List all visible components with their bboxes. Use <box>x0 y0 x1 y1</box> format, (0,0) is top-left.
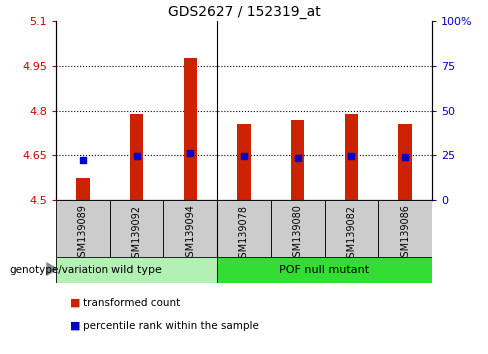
Bar <box>398 124 412 200</box>
Bar <box>325 200 378 257</box>
Text: GSM139078: GSM139078 <box>239 205 249 263</box>
Bar <box>291 120 305 200</box>
Polygon shape <box>46 262 59 276</box>
Bar <box>56 200 110 257</box>
Text: percentile rank within the sample: percentile rank within the sample <box>83 321 259 331</box>
Bar <box>345 114 358 200</box>
Bar <box>110 200 163 257</box>
Text: GSM139094: GSM139094 <box>185 205 195 263</box>
Text: genotype/variation: genotype/variation <box>10 265 109 275</box>
Bar <box>217 200 271 257</box>
Text: transformed count: transformed count <box>83 298 180 308</box>
Title: GDS2627 / 152319_at: GDS2627 / 152319_at <box>167 5 321 19</box>
Text: wild type: wild type <box>111 265 162 275</box>
Bar <box>378 200 432 257</box>
Text: GSM139086: GSM139086 <box>400 205 410 263</box>
Text: GSM139092: GSM139092 <box>132 205 142 263</box>
Text: ■: ■ <box>70 298 81 308</box>
Bar <box>237 124 251 200</box>
Text: GSM139080: GSM139080 <box>293 205 303 263</box>
Bar <box>130 114 143 200</box>
Text: GSM139082: GSM139082 <box>346 205 356 263</box>
Text: POF null mutant: POF null mutant <box>280 265 369 275</box>
Bar <box>56 257 217 283</box>
Bar <box>163 200 217 257</box>
Text: ■: ■ <box>70 321 81 331</box>
Text: GSM139089: GSM139089 <box>78 205 88 263</box>
Bar <box>217 257 432 283</box>
Bar <box>183 58 197 200</box>
Bar <box>76 178 90 200</box>
Bar <box>271 200 325 257</box>
